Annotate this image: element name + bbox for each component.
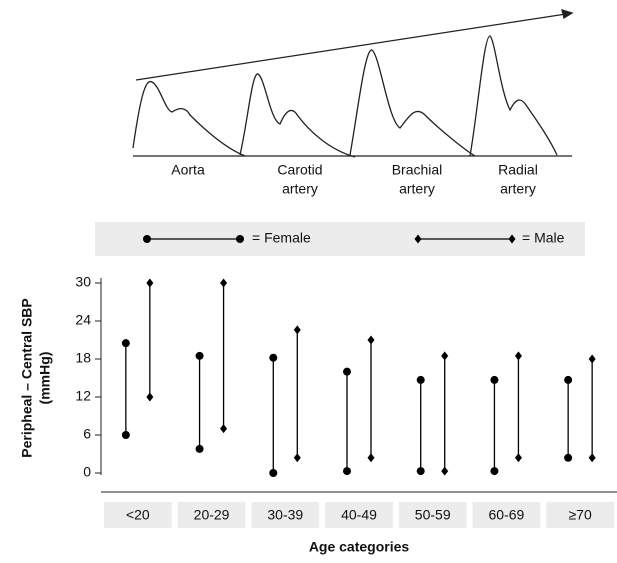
- marker: [367, 453, 375, 463]
- marker: [508, 234, 516, 244]
- marker: [514, 453, 522, 463]
- x-tick-label: ≥70: [569, 507, 592, 523]
- vessel-label: Aorta: [171, 162, 205, 178]
- category-box: [177, 502, 246, 528]
- marker: [220, 424, 228, 434]
- y-axis-label: Peripheal – Central SBP: [19, 298, 35, 458]
- marker: [121, 431, 130, 439]
- vessel-label: artery: [500, 181, 536, 197]
- vessel-label: Carotid: [277, 162, 322, 178]
- x-tick-label: 20-29: [194, 507, 230, 523]
- marker: [343, 367, 351, 376]
- x-tick-label: 40-49: [341, 507, 377, 523]
- carotid-wave: [239, 73, 356, 158]
- vessel-label: Radial: [498, 162, 538, 178]
- marker: [343, 467, 351, 476]
- marker: [121, 339, 130, 348]
- marker: [416, 375, 425, 384]
- marker: [146, 278, 154, 288]
- marker: [441, 466, 449, 476]
- x-axis-label: Age categories: [309, 539, 410, 555]
- y-tick-label: 6: [83, 426, 91, 442]
- marker: [588, 354, 596, 364]
- arrow-head: [561, 9, 574, 20]
- y-tick-label: 18: [75, 350, 91, 366]
- category-box: [472, 502, 541, 528]
- marker: [143, 235, 151, 243]
- y-tick-label: 24: [75, 312, 91, 328]
- pulse-diagram: [132, 9, 574, 158]
- category-box: [251, 502, 320, 528]
- vessel-label: Brachial: [392, 162, 443, 178]
- legend-label: = Male: [522, 230, 565, 246]
- vessel-label: artery: [399, 181, 435, 197]
- category-box: [104, 502, 172, 528]
- marker: [195, 351, 204, 360]
- marker: [490, 375, 499, 384]
- marker: [416, 467, 425, 476]
- marker: [564, 375, 573, 384]
- marker: [367, 335, 375, 345]
- x-tick-label: <20: [126, 507, 150, 523]
- y-axis-label: (mmHg): [37, 352, 53, 405]
- category-box: [325, 502, 393, 528]
- marker: [564, 453, 573, 462]
- amplification-arrow: [135, 13, 567, 81]
- y-tick-label: 30: [75, 274, 91, 290]
- marker: [293, 453, 301, 463]
- vessel-label: artery: [282, 181, 318, 197]
- marker: [236, 235, 244, 243]
- marker: [146, 392, 154, 402]
- category-box: [398, 502, 467, 528]
- x-tick-label: 50-59: [415, 507, 451, 523]
- marker: [293, 325, 301, 335]
- marker: [514, 351, 522, 361]
- marker: [414, 234, 422, 244]
- marker: [269, 353, 278, 362]
- category-box: [546, 502, 614, 528]
- marker: [441, 351, 449, 361]
- x-tick-label: 60-69: [489, 507, 525, 523]
- marker: [490, 467, 499, 476]
- brachial-wave: [349, 49, 476, 157]
- x-tick-label: 30-39: [267, 507, 303, 523]
- y-tick-label: 0: [83, 464, 91, 480]
- marker: [195, 444, 204, 453]
- y-tick-label: 12: [75, 388, 91, 404]
- legend-label: = Female: [252, 230, 311, 246]
- marker: [588, 453, 596, 463]
- radial-wave: [469, 35, 558, 157]
- marker: [269, 469, 278, 477]
- aorta-wave: [132, 80, 246, 157]
- marker: [220, 278, 228, 288]
